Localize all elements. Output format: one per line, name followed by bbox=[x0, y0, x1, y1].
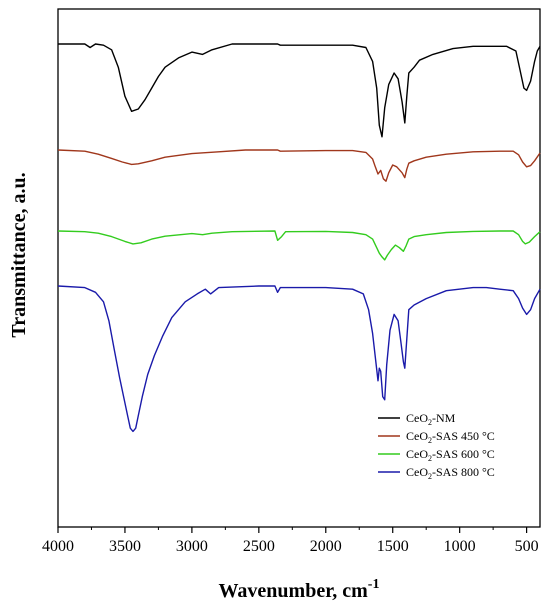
series-layer bbox=[57, 43, 541, 433]
x-tick-label: 4000 bbox=[42, 538, 74, 555]
legend-label-1: CeO2-NM bbox=[406, 411, 456, 427]
x-tick-label: 3000 bbox=[176, 538, 208, 555]
x-tick-label: 500 bbox=[515, 538, 539, 555]
x-tick-label: 2500 bbox=[243, 538, 275, 555]
x-tick-label: 1500 bbox=[377, 538, 409, 555]
legend-label-4: CeO2-SAS 800 °C bbox=[406, 465, 495, 481]
series-line-2 bbox=[57, 149, 541, 182]
x-axis-title: Wavenumber, cm-1 bbox=[219, 577, 380, 602]
x-tick-label: 2000 bbox=[310, 538, 342, 555]
x-tick-label: 1000 bbox=[444, 538, 476, 555]
legend-label-2: CeO2-SAS 450 °C bbox=[406, 429, 495, 445]
legend: CeO2-NM CeO2-SAS 450 °C CeO2-SAS 600 °C CeO… bbox=[378, 411, 495, 481]
x-axis-title-text: Wavenumber, cm bbox=[219, 580, 369, 602]
legend-label-3: CeO2-SAS 600 °C bbox=[406, 447, 495, 463]
y-axis-title: Transmittance, a.u. bbox=[8, 172, 30, 337]
x-axis-title-superscript: -1 bbox=[368, 577, 380, 592]
series-line-1 bbox=[58, 43, 541, 138]
plot-frame bbox=[57, 8, 541, 528]
series-line-4 bbox=[57, 285, 541, 433]
x-axis: 4000 3500 3000 2500 2000 1500 1000 500 bbox=[42, 527, 539, 555]
series-line-3 bbox=[57, 230, 541, 261]
x-tick-label: 3500 bbox=[109, 538, 141, 555]
